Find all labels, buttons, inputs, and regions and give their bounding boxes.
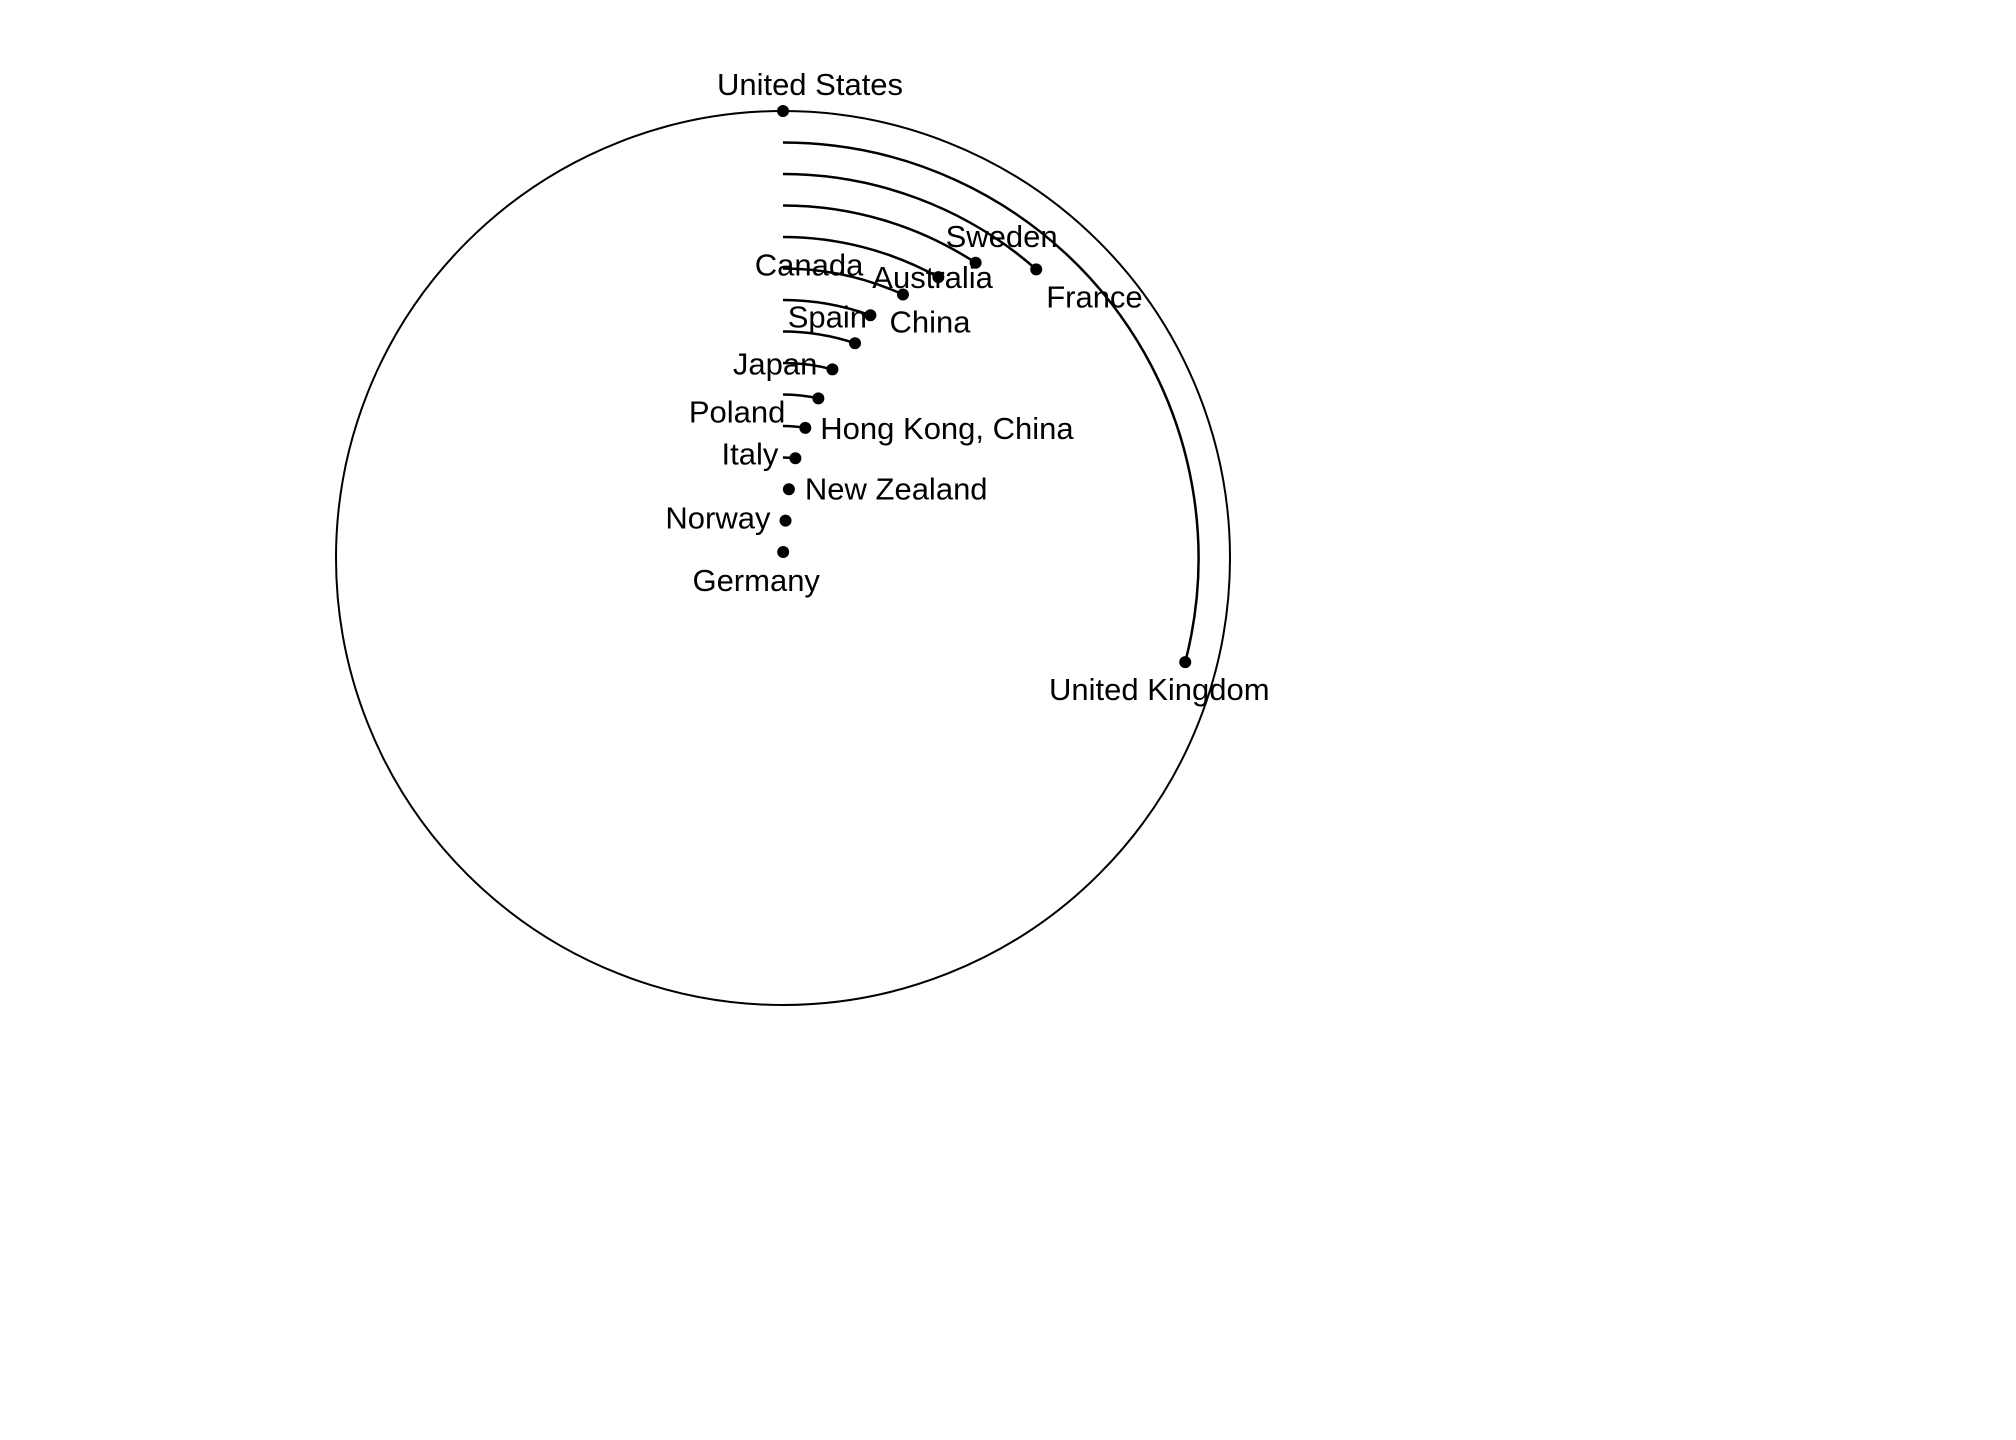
dot-italy: [789, 452, 802, 465]
arc-united-states: [335, 110, 1231, 1006]
label-australia: Australia: [872, 260, 993, 295]
label-italy: Italy: [722, 436, 779, 471]
label-layer: United States United Kingdom France Sweden A…: [665, 67, 1269, 707]
dot-spain: [849, 337, 862, 350]
dot-united-kingdom: [1179, 656, 1192, 669]
dot-hong-kong-china: [799, 421, 812, 434]
label-poland: Poland: [689, 394, 786, 429]
dot-australia: [932, 271, 945, 284]
dot-new-zealand: [782, 483, 795, 496]
label-spain: Spain: [788, 299, 867, 334]
label-canada: Canada: [755, 247, 864, 282]
dot-united-states: [777, 105, 789, 117]
dot-sweden: [969, 256, 982, 269]
radial-bar-chart: United States United Kingdom France Sweden A…: [335, 67, 1270, 1006]
dot-layer: [777, 105, 1192, 669]
label-sweden: Sweden: [946, 219, 1058, 254]
arc-australia: [782, 235, 939, 279]
label-hong-kong-china: Hong Kong, China: [820, 411, 1074, 446]
label-japan: Japan: [733, 346, 817, 381]
dot-poland: [812, 392, 825, 405]
label-germany: Germany: [692, 563, 820, 598]
label-new-zealand: New Zealand: [805, 471, 988, 506]
chart-container: United States United Kingdom France Sweden A…: [335, 67, 1270, 1006]
dot-norway: [779, 514, 792, 527]
dot-germany: [777, 546, 790, 558]
label-united-states: United States: [717, 67, 903, 102]
arc-canada: [782, 298, 871, 317]
arc-france: [782, 172, 1038, 271]
label-france: France: [1046, 279, 1142, 314]
dot-china: [896, 288, 909, 301]
arc-sweden: [782, 204, 977, 264]
outer-ring-layer: [335, 110, 1231, 1006]
label-china: China: [890, 305, 972, 340]
label-united-kingdom: United Kingdom: [1049, 672, 1270, 707]
arc-united-kingdom: [782, 141, 1200, 663]
dot-france: [1030, 263, 1043, 276]
dot-japan: [826, 363, 839, 376]
label-norway: Norway: [665, 501, 771, 536]
dot-canada: [864, 309, 877, 322]
arc-china: [782, 267, 904, 296]
